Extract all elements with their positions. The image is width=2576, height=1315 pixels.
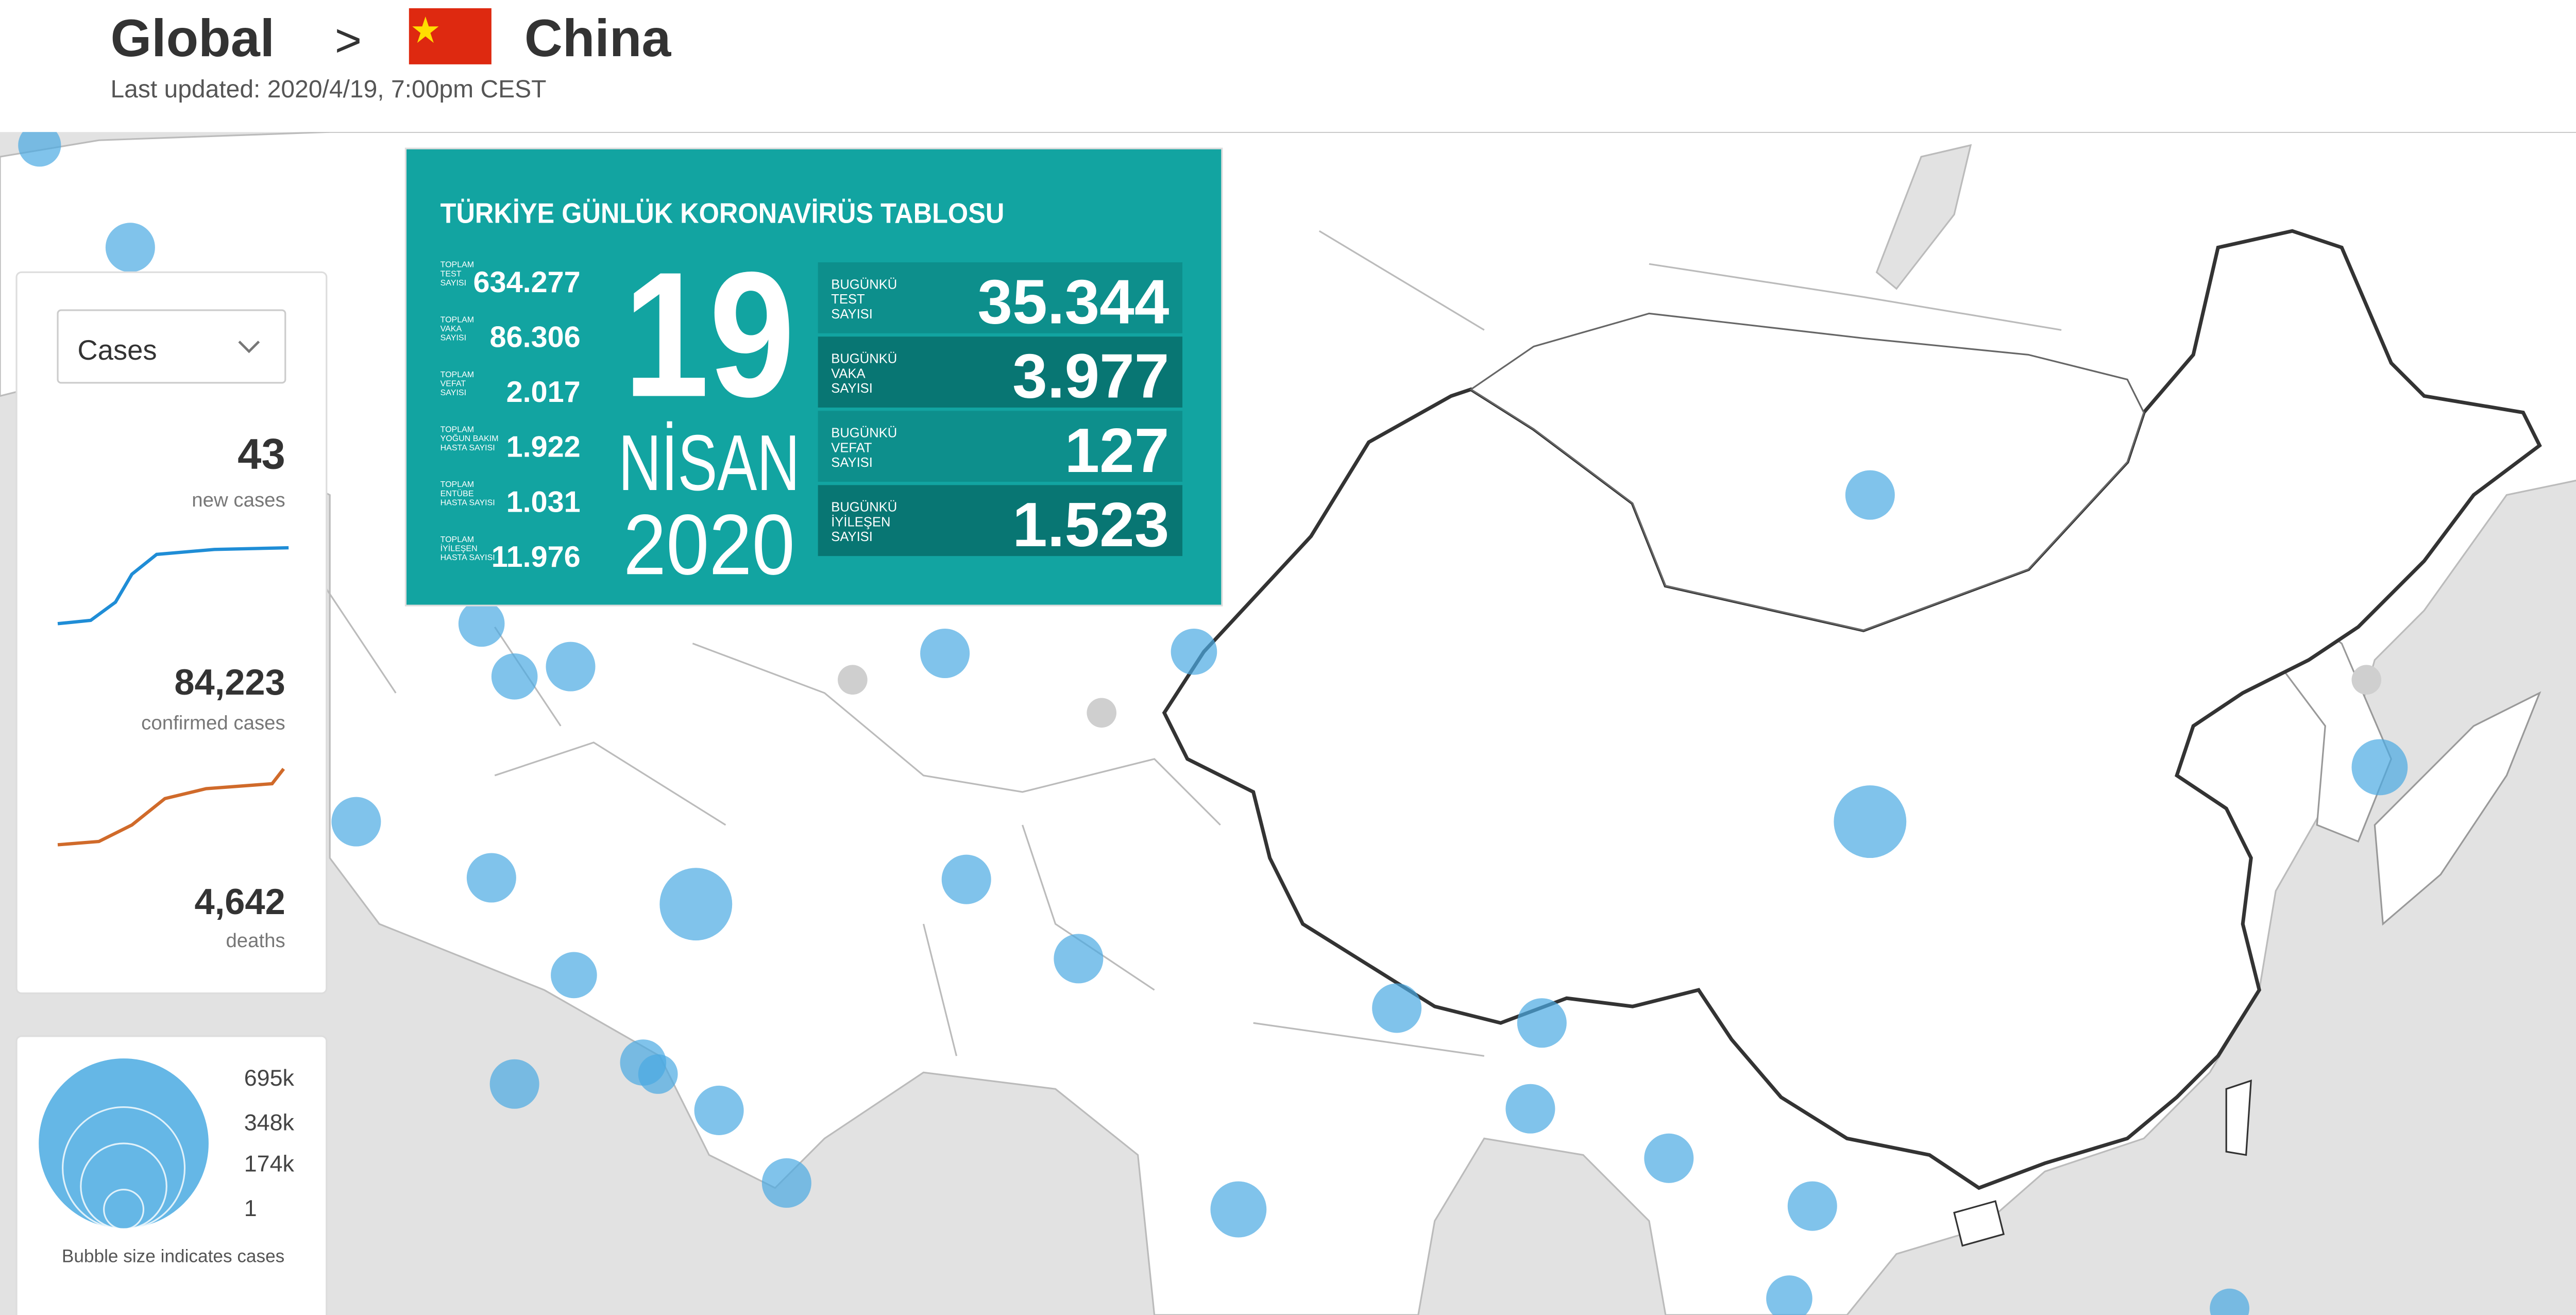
- stat-value: 43: [238, 430, 285, 478]
- total-label: ENTÜBE: [440, 489, 474, 498]
- header-bg: [0, 0, 2576, 132]
- total-label: SAYISI: [440, 279, 466, 288]
- date-day: 19: [623, 235, 795, 434]
- dropdown[interactable]: [57, 309, 286, 384]
- today-value: 127: [1065, 415, 1170, 485]
- total-label: TEST: [440, 269, 462, 278]
- flag-star: [412, 16, 439, 43]
- stat-value: 84,223: [174, 662, 285, 702]
- legend-tick: 348k: [244, 1109, 295, 1135]
- stat-label: deaths: [226, 930, 285, 952]
- total-label: TOPLAM: [440, 480, 474, 489]
- breadcrumb-root[interactable]: Global: [110, 8, 275, 68]
- total-label: TOPLAM: [440, 370, 474, 379]
- total-label: SAYISI: [440, 389, 466, 397]
- breadcrumb-country: China: [524, 8, 672, 68]
- stat-label: confirmed cases: [141, 712, 285, 734]
- total-value: 1.031: [506, 485, 581, 518]
- today-value: 3.977: [1012, 341, 1169, 411]
- sparkline-confirmed: [57, 768, 285, 847]
- map: [0, 124, 2576, 1315]
- total-label: TOPLAM: [440, 535, 474, 544]
- legend-circle: [103, 1189, 145, 1230]
- today-label: İYİLEŞEN: [831, 514, 890, 529]
- total-value: 1.922: [506, 431, 581, 464]
- infographic: TÜRKİYE GÜNLÜK KORONAVİRÜS TABLOSU 19 Nİ…: [404, 147, 1223, 606]
- date-month: NİSAN: [618, 418, 800, 507]
- hainan: [1953, 1200, 2005, 1247]
- total-value: 634.277: [473, 266, 581, 299]
- today-label: VEFAT: [831, 441, 872, 455]
- today-label: BUGÜNKÜ: [831, 277, 897, 292]
- stat-value: 4,642: [195, 881, 285, 922]
- last-updated: Last updated: 2020/4/19, 7:00pm CEST: [110, 76, 546, 103]
- total-label: SAYISI: [440, 334, 466, 343]
- legend: 695k 348k 174k 1 Bubble size indicates c…: [15, 1035, 328, 1315]
- total-label: HASTA SAYISI: [440, 553, 495, 562]
- header: Global > China Last updated: 2020/4/19, …: [0, 0, 2576, 132]
- total-label: İYİLEŞEN: [440, 543, 478, 553]
- today-label: SAYISI: [831, 381, 873, 396]
- japan: [2374, 691, 2541, 926]
- total-label: YOĞUN BAKIM: [440, 433, 499, 443]
- today-box: [818, 336, 1183, 408]
- legend-tick: 174k: [244, 1151, 295, 1176]
- mongolia: [1469, 312, 2145, 631]
- legend-tick: 1: [244, 1195, 257, 1221]
- total-value: 2.017: [506, 376, 581, 409]
- today-label: SAYISI: [831, 530, 873, 544]
- total-label: VAKA: [440, 325, 462, 333]
- dropdown-value: Cases: [77, 334, 157, 366]
- total-value: 11.976: [492, 541, 581, 574]
- chevron: [238, 341, 260, 353]
- total-value: 86.306: [490, 321, 581, 353]
- today-label: VAKA: [831, 366, 866, 381]
- total-label: VEFAT: [440, 380, 466, 389]
- bubbles: [18, 124, 2408, 1315]
- baikal: [1875, 144, 1972, 290]
- today-box: [818, 411, 1183, 482]
- today-box: [818, 485, 1183, 557]
- today-box: [818, 262, 1183, 333]
- infographic-title: TÜRKİYE GÜNLÜK KORONAVİRÜS TABLOSU: [440, 197, 1005, 229]
- date-year: 2020: [623, 497, 795, 593]
- today-label: BUGÜNKÜ: [831, 351, 897, 366]
- total-label: TOPLAM: [440, 315, 474, 324]
- breadcrumb-separator: >: [335, 14, 362, 66]
- legend-caption: Bubble size indicates cases: [62, 1246, 284, 1267]
- today-label: BUGÜNKÜ: [831, 426, 897, 441]
- today-label: BUGÜNKÜ: [831, 500, 897, 515]
- total-label: HASTA SAYISI: [440, 444, 495, 452]
- stats-panel: Cases 43 new cases 84,223 confirmed case…: [15, 271, 328, 994]
- total-label: HASTA SAYISI: [440, 498, 495, 507]
- taiwan: [2225, 1080, 2252, 1156]
- total-label: TOPLAM: [440, 426, 474, 434]
- total-label: TOPLAM: [440, 261, 474, 269]
- legend-tick: 695k: [244, 1065, 295, 1091]
- gray-bubbles: [838, 665, 2382, 728]
- stat-label: new cases: [192, 489, 285, 511]
- today-value: 35.344: [977, 267, 1169, 337]
- panel-bg: [15, 271, 328, 994]
- today-label: SAYISI: [831, 456, 873, 470]
- today-label: SAYISI: [831, 307, 873, 322]
- sparkline-new: [57, 546, 289, 626]
- today-value: 1.523: [1012, 490, 1169, 560]
- today-label: TEST: [831, 292, 865, 307]
